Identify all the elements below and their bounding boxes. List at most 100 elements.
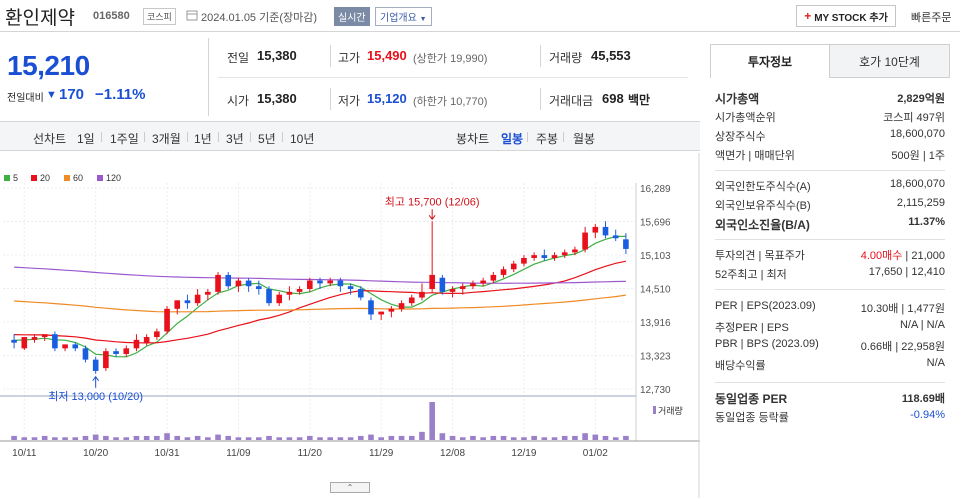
info-row: 외국인소진율(B/A) 11.37% xyxy=(715,216,945,232)
corp-overview-dropdown[interactable]: 기업개요 ▼ xyxy=(375,7,432,26)
volume-bar xyxy=(245,437,252,440)
value-text: N/A xyxy=(926,357,945,369)
info-row-value: 118.69배 xyxy=(902,390,945,406)
x-tick-label: 11/29 xyxy=(369,448,394,459)
realtime-button[interactable]: 실시간 xyxy=(334,7,370,26)
candle-body xyxy=(174,300,181,309)
legend-swatch xyxy=(31,175,37,181)
value-text: 10.30배 | 1,477원 xyxy=(860,303,945,315)
period-1y[interactable]: 1년 xyxy=(194,132,212,146)
quick-order-link[interactable]: 빠른주문 xyxy=(911,12,952,24)
candle-body xyxy=(194,294,201,304)
value-text: 17,650 | 12,410 xyxy=(868,266,945,278)
info-row-value: 2,115,259 xyxy=(897,197,945,209)
price-chart[interactable]: 16,289 15,696 15,103 14,510 13,916 13,323 12,7… xyxy=(0,153,700,498)
volume-bar xyxy=(408,435,415,440)
x-tick-label: 10/20 xyxy=(83,448,108,459)
candle-body xyxy=(510,263,517,270)
divider xyxy=(527,132,528,142)
period-10y[interactable]: 10년 xyxy=(290,132,315,146)
info-row-value: 18,600,070 xyxy=(890,128,945,140)
volume-bar xyxy=(531,435,537,440)
candle-weekly[interactable]: 주봉 xyxy=(536,132,559,146)
candle-body xyxy=(378,311,384,315)
period-1d[interactable]: 1일 xyxy=(77,132,95,146)
value-text: 2,115,259 xyxy=(896,197,945,209)
volume-value: 45,553 xyxy=(591,48,631,63)
divider xyxy=(540,45,541,67)
add-mystock-button[interactable]: + MY STOCK 추가 xyxy=(796,5,896,27)
low-value: 15,120 xyxy=(367,91,407,106)
volume-bar xyxy=(143,435,150,440)
candle-chart-label: 봉차트 xyxy=(456,132,490,146)
info-row-label: 동일업종 등락률 xyxy=(715,412,789,424)
y-tick-label: 14,510 xyxy=(640,285,671,296)
candle-body xyxy=(490,274,497,281)
volume-bar xyxy=(82,435,89,440)
volume-bar xyxy=(256,437,262,440)
candle-body xyxy=(296,289,303,292)
info-row-label: 상장주식수 xyxy=(715,131,766,143)
period-1w[interactable]: 1주일 xyxy=(110,132,139,146)
candle-body xyxy=(113,351,119,354)
line-chart-label: 선차트 xyxy=(33,132,67,146)
candle-daily[interactable]: 일봉 xyxy=(501,132,524,146)
candle-monthly[interactable]: 월봉 xyxy=(573,132,596,146)
candle-body xyxy=(521,257,527,264)
info-row-label: 시가총액 xyxy=(715,92,760,106)
volume-bar xyxy=(429,402,435,440)
volume-bar xyxy=(459,437,466,440)
tab-investment-info[interactable]: 투자정보 xyxy=(710,44,830,78)
x-tick-label: 12/08 xyxy=(440,448,465,459)
info-row: 외국인보유주식수(B) 2,115,259 xyxy=(715,197,945,213)
candle-body xyxy=(205,291,211,295)
candle-body xyxy=(439,277,446,292)
prev-close-label: 전일 xyxy=(227,51,250,65)
market-badge: 코스피 xyxy=(143,8,176,25)
candle-body xyxy=(551,255,558,258)
info-row-label: 배당수익률 xyxy=(715,360,766,372)
info-row: 외국인한도주식수(A) 18,600,070 xyxy=(715,178,945,194)
volume-bar xyxy=(490,435,497,440)
info-row: 배당수익률 N/A xyxy=(715,357,945,373)
info-row-label: 액면가 | 매매단위 xyxy=(715,150,795,162)
volume-bar xyxy=(266,435,272,440)
candle-body xyxy=(41,334,48,338)
divider xyxy=(218,132,219,142)
candle-body xyxy=(21,337,28,349)
value-text: 18,600,070 xyxy=(889,128,945,140)
candle-body xyxy=(602,226,609,236)
candle-body xyxy=(215,274,221,292)
info-row: 52주최고 | 최저 17,650 | 12,410 xyxy=(715,266,945,282)
candle-body xyxy=(184,300,191,304)
period-5y[interactable]: 5년 xyxy=(258,132,276,146)
volume-bar xyxy=(92,434,99,440)
chart-scroll-handle[interactable]: ⌃ xyxy=(330,482,370,493)
tab-order-book[interactable]: 호가 10단계 xyxy=(829,44,950,78)
volume-bar xyxy=(133,435,140,440)
volume-bar xyxy=(521,437,527,440)
divider xyxy=(101,132,102,142)
legend-label: 120 xyxy=(106,173,121,183)
info-row-label: PBR | BPS (2023.09) xyxy=(715,338,819,350)
candle-body xyxy=(235,280,242,287)
candle-body xyxy=(306,280,313,290)
volume-bar xyxy=(510,437,517,440)
volume-bar xyxy=(21,437,28,440)
volume-bar xyxy=(164,433,170,440)
amount-unit: 백만 xyxy=(628,93,651,107)
y-tick-label: 16,289 xyxy=(640,184,671,195)
info-row: PBR | BPS (2023.09) 0.66배 | 22,958원 xyxy=(715,338,945,354)
value-text: N/A | N/A xyxy=(899,319,945,331)
volume-bar xyxy=(357,435,364,440)
volume-bar xyxy=(286,437,293,440)
divider xyxy=(144,132,145,142)
info-row-label: 외국인보유주식수(B) xyxy=(715,200,811,212)
candle-body xyxy=(623,239,629,249)
change-percent: −1.11% xyxy=(95,86,146,103)
value-text: 11.37% xyxy=(908,216,945,228)
legend-label: 20 xyxy=(40,173,50,183)
period-3m[interactable]: 3개월 xyxy=(152,132,181,146)
period-3y[interactable]: 3년 xyxy=(226,132,244,146)
info-row: 시가총액순위 코스피 497위 xyxy=(715,109,945,125)
